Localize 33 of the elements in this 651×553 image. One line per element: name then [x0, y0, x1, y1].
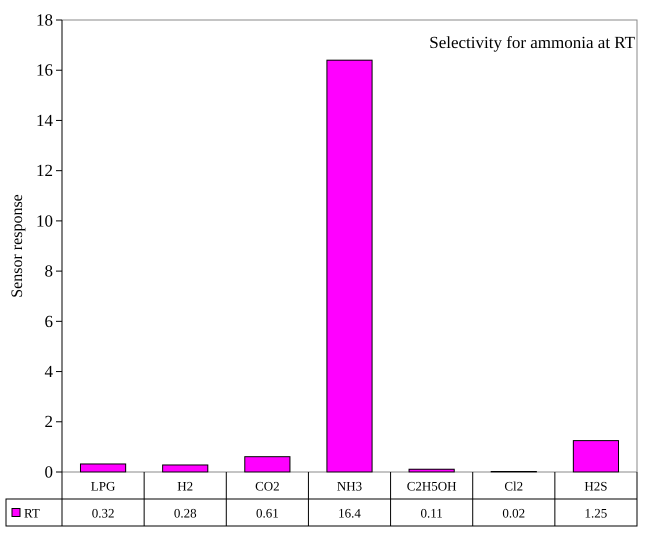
y-tick-label: 16: [36, 60, 53, 80]
y-axis-title: Sensor response: [9, 194, 26, 298]
text: Selectivity for ammonia at RT: [429, 33, 636, 52]
x-tick-label: H2S: [584, 478, 608, 494]
data-label: 0.61: [256, 506, 279, 520]
x-tick-label: H2: [177, 478, 194, 494]
y-tick-label: 14: [36, 110, 54, 130]
bar: [572, 440, 620, 472]
bar: [162, 464, 208, 472]
data-label: 0.11: [420, 506, 443, 520]
data-label: 0.32: [92, 506, 114, 520]
x-tick-label: Cl2: [504, 478, 524, 494]
x-tick-label: CO2: [255, 478, 280, 494]
y-tick-label: 0: [44, 462, 53, 482]
data-label: 1.25: [584, 506, 608, 520]
data-label: 0.02: [502, 506, 526, 520]
x-tick-label: C2H5OH: [406, 478, 457, 494]
y-tick-label: 12: [36, 161, 53, 180]
legend-label: RT: [24, 506, 40, 520]
y-tick-label: 6: [44, 312, 53, 331]
y-tick-label: 10: [36, 211, 53, 230]
bar: [408, 468, 455, 472]
y-tick-label: 4: [44, 362, 54, 381]
y-tick-label: 18: [36, 10, 53, 30]
bar: [326, 60, 373, 472]
bar: [80, 463, 126, 472]
y-tick-label: 8: [44, 262, 53, 281]
y-tick-label: 2: [44, 412, 53, 432]
data-label: 0.28: [174, 506, 197, 520]
data-label: 16.4: [338, 506, 362, 520]
x-tick-label: NH3: [336, 478, 362, 494]
x-tick-label: LPG: [90, 478, 116, 494]
bar: [244, 456, 290, 472]
